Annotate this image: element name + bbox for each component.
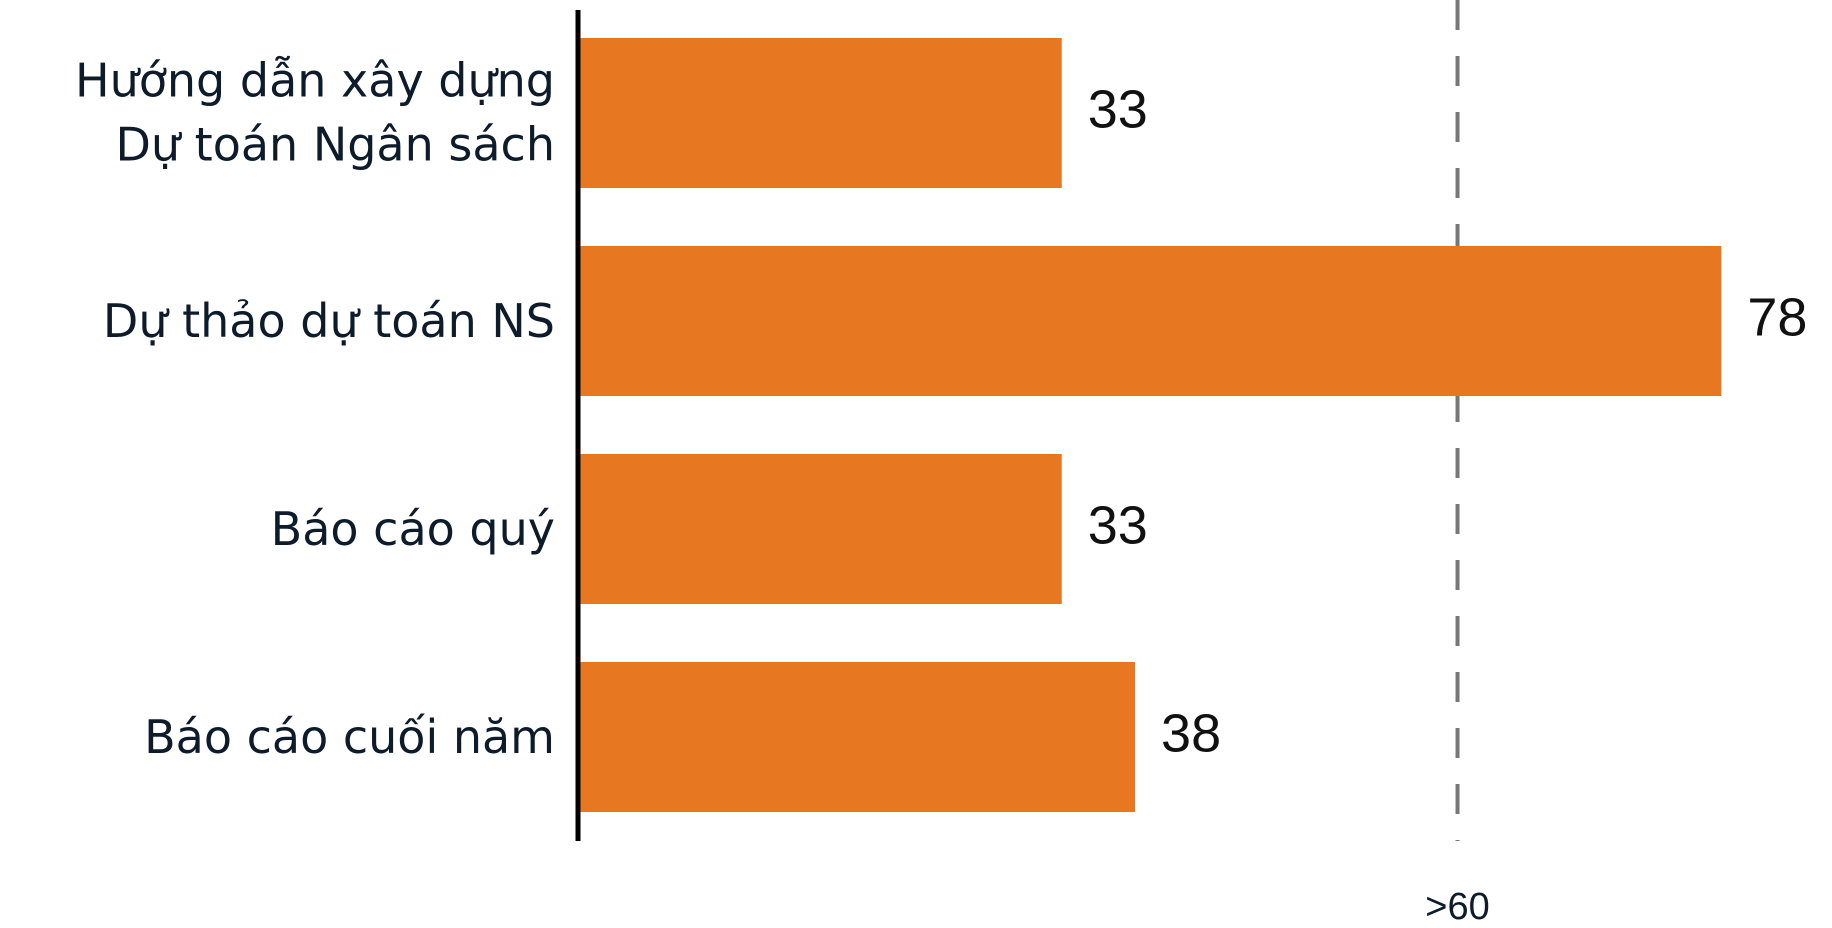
value-label: 78 [1747,287,1807,347]
category-label: Báo cáo cuối năm [144,709,555,764]
bar [578,454,1062,604]
bar [578,38,1062,188]
value-label: 38 [1161,703,1221,763]
bar [578,246,1722,396]
category-label: Hướng dẫn xây dựng Dự toán Ngân sách [75,53,555,172]
category-label: Báo cáo quý [270,501,555,556]
value-label: 33 [1088,495,1148,555]
reference-label: >60 [1425,886,1489,928]
bar [578,662,1136,812]
value-label: 33 [1088,79,1148,139]
category-label: Dự thảo dự toán NS [102,293,555,348]
